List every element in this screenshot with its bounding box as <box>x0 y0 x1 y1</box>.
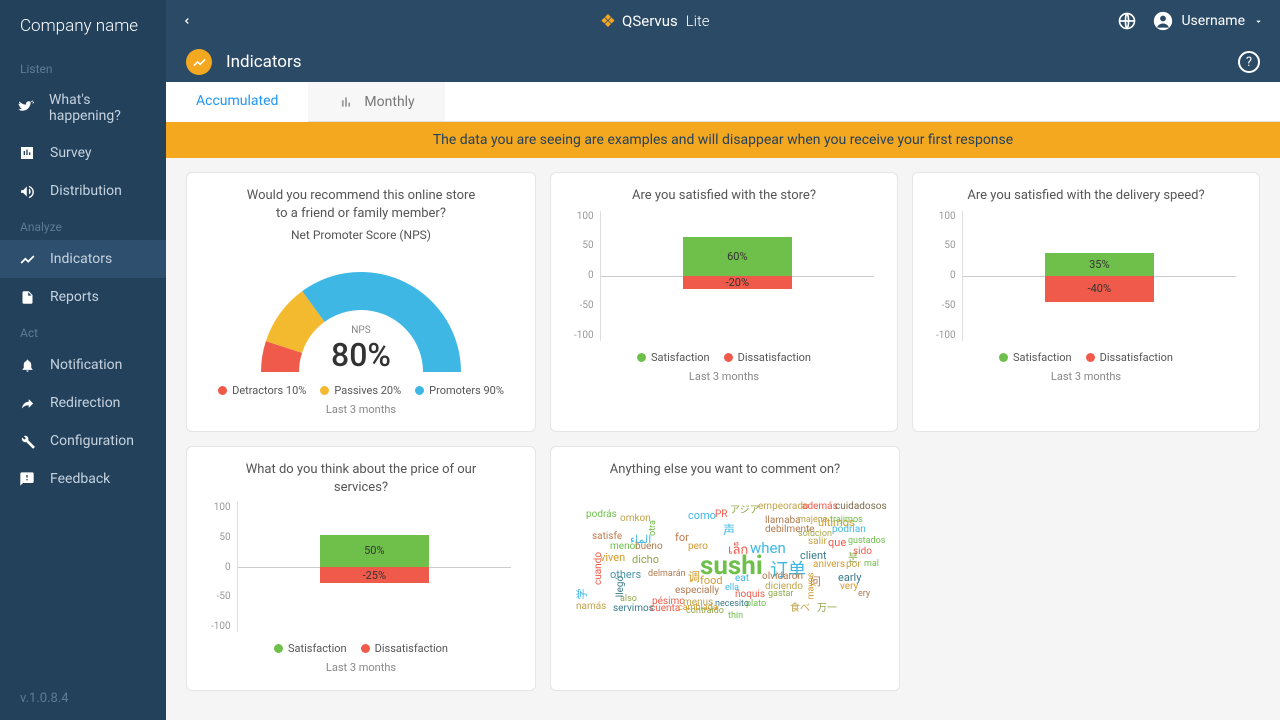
nav-indicators[interactable]: Indicators <box>0 240 166 278</box>
tab-label: Accumulated <box>196 93 278 109</box>
nav-label: Notification <box>50 357 122 373</box>
bell-icon <box>18 356 36 374</box>
word-cloud: sushi订单whenเล็กالماءvivendichootherscomo… <box>570 491 880 641</box>
content: Would you recommend this online storeto … <box>166 158 1280 720</box>
nps-gauge: NPS 80% <box>246 254 476 374</box>
nav-label: Survey <box>50 145 92 161</box>
card-title: Would you recommend this online storeto … <box>247 187 475 222</box>
card-footer: Last 3 months <box>689 370 759 383</box>
demo-banner: The data you are seeing are examples and… <box>166 122 1280 158</box>
brand: ❖ QServus Lite <box>204 11 1105 32</box>
user-menu[interactable]: Username <box>1153 11 1264 31</box>
chevron-down-icon <box>1253 16 1264 27</box>
store-card: Are you satisfied with the store? 100500… <box>550 172 898 432</box>
section-act: Act <box>0 316 166 346</box>
version-label: v.1.0.8.4 <box>0 677 166 720</box>
legend: SatisfactionDissatisfaction <box>274 642 448 655</box>
nav-label: What's happening? <box>49 92 148 124</box>
section-analyze: Analyze <box>0 210 166 240</box>
comments-card: Anything else you want to comment on? su… <box>550 446 900 691</box>
bar-chart-icon <box>338 95 354 109</box>
nav-configuration[interactable]: Configuration <box>0 422 166 460</box>
brand-name: QServus <box>622 12 678 30</box>
nav-whats-happening[interactable]: What's happening? <box>0 82 166 134</box>
poll-icon <box>18 144 36 162</box>
nav-label: Reports <box>50 289 99 305</box>
card-title: Anything else you want to comment on? <box>610 461 840 479</box>
indicator-icon <box>186 49 212 75</box>
bird-icon <box>18 99 35 117</box>
tab-monthly[interactable]: Monthly <box>308 82 444 121</box>
tab-label: Monthly <box>364 94 414 110</box>
flame-icon: ❖ <box>600 11 616 32</box>
card-title: Are you satisfied with the store? <box>632 187 816 205</box>
page-header: Indicators ? <box>166 42 1280 82</box>
delivery-card: Are you satisfied with the delivery spee… <box>912 172 1260 432</box>
card-title: What do you think about the price of our… <box>246 461 477 496</box>
price-card: What do you think about the price of our… <box>186 446 536 691</box>
nps-legend: Detractors 10%Passives 20%Promoters 90% <box>218 384 504 397</box>
card-footer: Last 3 months <box>326 661 396 674</box>
bar-chart: 100500-50-10060%-20% <box>574 211 874 341</box>
nav-redirection[interactable]: Redirection <box>0 384 166 422</box>
nps-label: NPS <box>246 325 476 336</box>
legend: SatisfactionDissatisfaction <box>637 351 811 364</box>
nav-survey[interactable]: Survey <box>0 134 166 172</box>
sidebar: Company name Listen What's happening? Su… <box>0 0 166 720</box>
legend: SatisfactionDissatisfaction <box>999 351 1173 364</box>
nps-value: 80% <box>246 336 476 374</box>
main: ❖ QServus Lite Username Indicators ? Accu… <box>166 0 1280 720</box>
megaphone-icon <box>18 182 36 200</box>
company-name: Company name <box>0 0 166 52</box>
tabs: Accumulated Monthly <box>166 82 1280 122</box>
globe-icon[interactable] <box>1117 11 1137 31</box>
help-button[interactable]: ? <box>1238 51 1260 73</box>
wrench-icon <box>18 432 36 450</box>
nav-label: Configuration <box>50 433 134 449</box>
card-footer: Last 3 months <box>1051 370 1121 383</box>
brand-suffix: Lite <box>686 12 710 30</box>
file-icon <box>18 288 36 306</box>
nav-distribution[interactable]: Distribution <box>0 172 166 210</box>
bar-chart: 100500-50-10050%-25% <box>211 502 511 632</box>
tab-accumulated[interactable]: Accumulated <box>166 82 308 122</box>
nav-notification[interactable]: Notification <box>0 346 166 384</box>
card-footer: Last 3 months <box>326 403 396 416</box>
person-icon <box>1153 11 1173 31</box>
nav-label: Indicators <box>50 251 112 267</box>
back-button[interactable] <box>182 13 192 29</box>
nav-reports[interactable]: Reports <box>0 278 166 316</box>
nav-feedback[interactable]: Feedback <box>0 460 166 498</box>
page-title: Indicators <box>226 52 302 72</box>
chart-line-icon <box>18 250 36 268</box>
card-title: Are you satisfied with the delivery spee… <box>967 187 1204 205</box>
nav-label: Redirection <box>50 395 120 411</box>
card-subtitle: Net Promoter Score (NPS) <box>291 228 431 242</box>
nps-card: Would you recommend this online storeto … <box>186 172 536 432</box>
username: Username <box>1181 13 1245 29</box>
nav-label: Distribution <box>50 183 122 199</box>
topbar: ❖ QServus Lite Username <box>166 0 1280 42</box>
share-icon <box>18 394 36 412</box>
chat-icon <box>18 470 36 488</box>
section-listen: Listen <box>0 52 166 82</box>
nav-label: Feedback <box>50 471 110 487</box>
bar-chart: 100500-50-10035%-40% <box>936 211 1236 341</box>
